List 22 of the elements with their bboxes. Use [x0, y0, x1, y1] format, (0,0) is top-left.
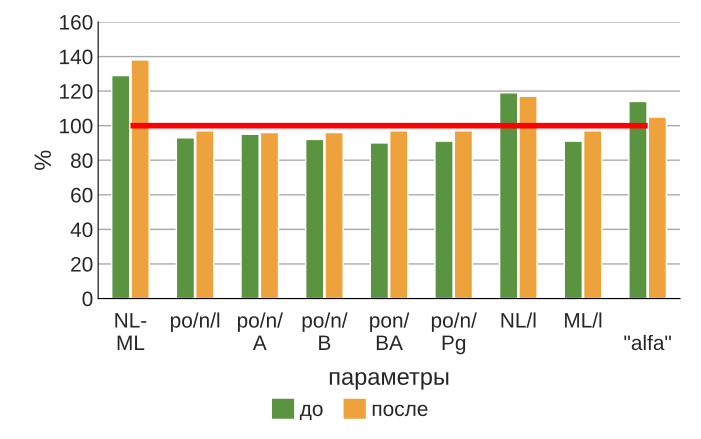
y-tick-label: 160	[60, 14, 92, 30]
y-tick-label: 20	[71, 256, 92, 272]
y-tick-label: 60	[71, 188, 92, 203]
y-tick-label: 40	[70, 222, 92, 238]
x-tick-label: "alfa"	[624, 334, 671, 350]
legend-label: до	[300, 404, 323, 420]
x-tick-label: NL- ML	[115, 313, 146, 350]
y-tick-label: 120	[60, 84, 92, 99]
y-axis-title: %	[34, 150, 51, 170]
legend-label: после	[372, 404, 428, 416]
y-tick-label: 0	[82, 292, 92, 306]
x-tick-label: ML/l	[565, 312, 602, 328]
x-tick-label: po/n/ A	[238, 312, 283, 350]
x-tick-label: NL/l	[502, 312, 536, 328]
y-tick-label: 140	[60, 50, 92, 64]
y-tick-label: 100	[60, 118, 92, 134]
y-tick-label: 80	[71, 153, 92, 168]
x-tick-label: pon/ BA	[370, 312, 410, 350]
x-tick-label: po/n/ B	[302, 312, 348, 350]
x-axis-title: параметры	[330, 372, 448, 390]
x-tick-label: po/n/l	[170, 312, 220, 332]
x-tick-label: po/n/ Pg	[432, 312, 477, 354]
